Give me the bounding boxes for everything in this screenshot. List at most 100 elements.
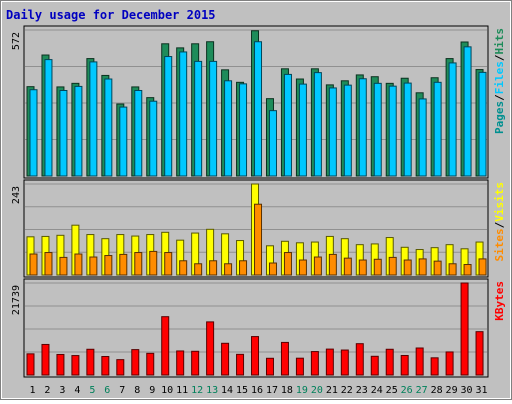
- bar-files: [89, 61, 98, 177]
- x-axis-labels: 1 2 3 4 5 6 7 8 9 10 11 12 13 14 15 16 17 18 19 20 21 22 23 24 2…: [29, 385, 487, 396]
- bar-files: [343, 84, 352, 177]
- bar-files: [298, 83, 307, 177]
- bar-kbytes: [116, 359, 125, 376]
- bar-sites: [254, 203, 263, 276]
- bar-kbytes: [146, 352, 155, 376]
- panel-bars: [26, 282, 484, 376]
- bar-sites: [104, 255, 113, 276]
- x-tick-label: 17: [266, 385, 278, 396]
- bar-sites: [478, 258, 487, 276]
- legend-entry: Files: [493, 61, 506, 94]
- x-tick-label: 3: [59, 385, 65, 396]
- bar-sites: [313, 256, 322, 276]
- x-tick-label: 18: [281, 385, 293, 396]
- bar-kbytes: [176, 350, 185, 376]
- x-tick-label: 26: [401, 385, 413, 396]
- bar-sites: [358, 259, 367, 276]
- bar-kbytes: [340, 349, 349, 376]
- x-tick-label: 24: [371, 385, 383, 396]
- bar-sites: [343, 257, 352, 276]
- bar-kbytes: [445, 351, 454, 376]
- bar-files: [119, 106, 128, 177]
- x-tick-label: 12: [191, 385, 203, 396]
- chart-panels: 572 Pages/Files/Hits 243 Sites / Visits 21739 K…: [11, 25, 506, 378]
- bar-kbytes: [56, 353, 65, 376]
- x-tick-label: 31: [475, 385, 487, 396]
- legend-entry: Pages: [493, 101, 506, 134]
- x-tick-label: 10: [161, 385, 173, 396]
- panel-max-label: 21739: [11, 285, 22, 315]
- bar-files: [478, 71, 487, 177]
- bar-kbytes: [370, 355, 379, 376]
- bar-kbytes: [41, 343, 50, 376]
- bar-kbytes: [161, 316, 170, 376]
- x-tick-label: 7: [119, 385, 125, 396]
- bar-kbytes: [86, 348, 95, 376]
- bar-kbytes: [251, 336, 260, 376]
- panel-bars: [26, 183, 487, 276]
- bar-sites: [239, 260, 248, 276]
- bar-files: [283, 73, 292, 177]
- x-tick-label: 25: [386, 385, 398, 396]
- panel-max-label: 243: [11, 186, 22, 204]
- panel-kbytes: 21739 KBytes: [11, 278, 506, 378]
- x-tick-label: 20: [311, 385, 323, 396]
- legend-entry: Hits: [493, 28, 506, 55]
- bar-sites: [164, 252, 173, 276]
- bar-sites: [328, 253, 337, 276]
- x-tick-label: 5: [89, 385, 95, 396]
- bar-sites: [268, 262, 277, 276]
- bar-files: [373, 82, 382, 177]
- bar-files: [134, 89, 143, 177]
- x-tick-label: 30: [461, 385, 473, 396]
- bar-sites: [179, 260, 188, 276]
- bar-files: [194, 60, 203, 177]
- bar-files: [59, 89, 68, 177]
- bar-kbytes: [71, 355, 80, 376]
- bar-files: [313, 72, 322, 177]
- panel-max-label: 572: [11, 32, 22, 50]
- panel-legend: KBytes: [493, 281, 506, 321]
- x-tick-label: 2: [44, 385, 50, 396]
- x-tick-label: 8: [134, 385, 140, 396]
- bar-kbytes: [310, 351, 319, 376]
- bar-files: [403, 82, 412, 177]
- panel-gridlines: [25, 282, 487, 353]
- legend-entry: /: [493, 94, 506, 101]
- legend-entry: Visits: [493, 182, 506, 222]
- legend-entry: KBytes: [493, 281, 506, 321]
- bar-kbytes: [191, 350, 200, 376]
- bar-files: [179, 51, 188, 177]
- x-tick-label: 23: [356, 385, 368, 396]
- bar-files: [388, 85, 397, 177]
- bar-sites: [388, 256, 397, 276]
- bar-files: [463, 46, 472, 177]
- bar-sites: [463, 264, 472, 276]
- bar-files: [149, 100, 158, 177]
- bar-kbytes: [325, 348, 334, 376]
- bar-files: [358, 78, 367, 177]
- bar-files: [254, 41, 263, 177]
- bar-sites: [403, 259, 412, 276]
- legend-entry: Sites: [493, 228, 506, 261]
- bar-files: [164, 56, 173, 177]
- bar-files: [29, 89, 38, 177]
- bar-files: [104, 78, 113, 177]
- bar-kbytes: [355, 343, 364, 376]
- legend-entry: /: [493, 54, 506, 61]
- bar-files: [418, 98, 427, 177]
- bar-sites: [283, 252, 292, 276]
- bar-kbytes: [460, 282, 469, 376]
- bar-kbytes: [400, 354, 409, 376]
- panel-legend: Pages/Files/Hits: [493, 28, 506, 134]
- bar-sites: [74, 253, 83, 276]
- bar-sites: [194, 263, 203, 276]
- bar-files: [328, 87, 337, 177]
- bar-kbytes: [385, 348, 394, 376]
- x-tick-label: 1: [29, 385, 35, 396]
- x-tick-label: 27: [416, 385, 428, 396]
- x-tick-label: 14: [221, 385, 233, 396]
- bar-sites: [134, 252, 143, 276]
- bar-kbytes: [221, 342, 230, 376]
